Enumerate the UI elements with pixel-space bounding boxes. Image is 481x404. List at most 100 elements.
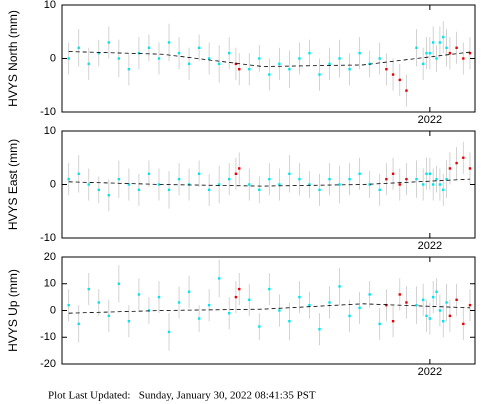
frame bbox=[61, 4, 476, 113]
point bbox=[187, 183, 191, 186]
point bbox=[431, 41, 435, 44]
point bbox=[278, 309, 281, 312]
point bbox=[338, 285, 341, 288]
point bbox=[278, 183, 281, 186]
point bbox=[157, 295, 161, 299]
point bbox=[328, 301, 331, 304]
point bbox=[405, 177, 408, 181]
point bbox=[67, 57, 70, 60]
y-tick-label: 10 bbox=[44, 0, 56, 11]
point bbox=[127, 68, 131, 71]
point bbox=[398, 78, 401, 82]
point bbox=[228, 177, 231, 181]
point bbox=[378, 188, 381, 192]
point bbox=[358, 172, 361, 175]
point bbox=[468, 167, 472, 170]
point bbox=[308, 183, 311, 186]
point bbox=[468, 51, 472, 55]
point bbox=[448, 51, 452, 55]
point bbox=[462, 156, 465, 159]
point bbox=[288, 172, 291, 175]
point bbox=[455, 46, 458, 49]
point bbox=[468, 303, 472, 307]
trend-line bbox=[68, 303, 470, 314]
x-tick-label: 2022 bbox=[418, 240, 442, 252]
point bbox=[328, 62, 331, 66]
point bbox=[442, 188, 445, 192]
point bbox=[455, 161, 458, 165]
point bbox=[278, 62, 281, 66]
plot-area bbox=[67, 141, 472, 212]
point bbox=[318, 73, 321, 76]
point bbox=[197, 46, 201, 49]
point bbox=[147, 46, 151, 49]
y-axis-label: HVYS Up (mm) bbox=[6, 269, 20, 352]
point bbox=[137, 188, 141, 192]
point bbox=[385, 177, 388, 181]
point bbox=[348, 314, 351, 318]
point bbox=[348, 177, 351, 181]
point bbox=[258, 188, 261, 192]
point bbox=[217, 62, 221, 66]
point bbox=[385, 68, 388, 71]
point bbox=[97, 51, 100, 55]
point bbox=[462, 57, 465, 60]
point bbox=[87, 62, 90, 66]
point bbox=[338, 183, 341, 186]
point bbox=[421, 298, 425, 301]
point bbox=[288, 68, 291, 71]
point bbox=[238, 68, 241, 71]
point bbox=[338, 57, 341, 60]
point bbox=[77, 46, 80, 49]
point bbox=[298, 177, 301, 181]
point bbox=[358, 306, 361, 310]
point bbox=[415, 303, 418, 307]
point bbox=[358, 51, 361, 55]
point bbox=[421, 62, 425, 66]
y-axis-label: HVYS East (mm) bbox=[6, 139, 20, 230]
y-axis-label: HVYS North (mm) bbox=[6, 10, 20, 107]
x-tick-label: 2022 bbox=[418, 366, 442, 378]
point bbox=[448, 167, 452, 170]
point bbox=[197, 172, 201, 175]
point bbox=[378, 322, 381, 326]
y-tick-label: 0 bbox=[50, 304, 56, 316]
point bbox=[234, 62, 238, 66]
point bbox=[177, 177, 181, 181]
point bbox=[187, 62, 191, 66]
point bbox=[405, 89, 408, 92]
point bbox=[398, 293, 401, 296]
point bbox=[398, 183, 401, 186]
trend-line bbox=[68, 51, 471, 67]
point bbox=[77, 172, 80, 175]
point bbox=[107, 314, 111, 318]
point bbox=[234, 295, 238, 299]
point bbox=[385, 303, 388, 307]
point bbox=[248, 68, 251, 71]
point bbox=[107, 41, 111, 44]
point bbox=[448, 314, 452, 318]
point bbox=[425, 172, 428, 175]
point bbox=[308, 303, 311, 307]
y-tick-label: 20 bbox=[44, 251, 56, 263]
point bbox=[248, 183, 251, 186]
point bbox=[438, 183, 442, 186]
plot-area bbox=[67, 259, 472, 351]
point bbox=[415, 177, 418, 181]
y-tick-label: 0 bbox=[50, 52, 56, 64]
x-tick-label: 2022 bbox=[418, 114, 442, 126]
point bbox=[197, 317, 201, 320]
point bbox=[438, 41, 442, 44]
point bbox=[318, 328, 321, 331]
point bbox=[177, 51, 181, 55]
frame bbox=[61, 130, 476, 239]
point bbox=[137, 51, 141, 55]
plot-area bbox=[67, 21, 472, 107]
point bbox=[147, 172, 151, 175]
point bbox=[445, 177, 448, 181]
point bbox=[425, 51, 428, 55]
point bbox=[167, 330, 171, 334]
point bbox=[187, 290, 191, 293]
y-tick-label: -10 bbox=[40, 232, 56, 244]
point bbox=[415, 46, 418, 49]
